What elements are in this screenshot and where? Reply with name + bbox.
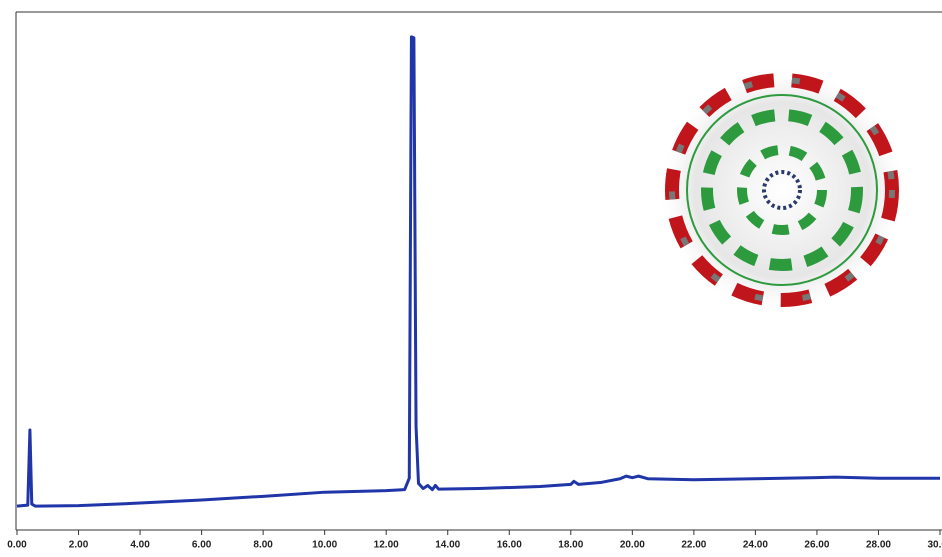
protein-structure-image <box>657 65 907 315</box>
x-tick-label: 26.00 <box>804 540 829 551</box>
x-tick-label: 14.00 <box>435 540 460 551</box>
x-tick-label: 16.00 <box>497 540 522 551</box>
chromatogram-line <box>16 35 940 508</box>
x-tick-label: 0.00 <box>7 540 27 551</box>
x-tick-label: 6.00 <box>192 540 212 551</box>
x-tick-label: 22.00 <box>681 540 706 551</box>
x-tick-label: 8.00 <box>253 540 273 551</box>
x-tick-label: 20.00 <box>620 540 645 551</box>
x-tick-label: 30.00 <box>927 540 942 551</box>
x-tick-label: 10.00 <box>312 540 337 551</box>
x-tick-label: 24.00 <box>743 540 768 551</box>
x-tick-label: 2.00 <box>69 540 89 551</box>
x-tick-label: 12.00 <box>374 540 399 551</box>
x-tick-label: 28.00 <box>866 540 891 551</box>
x-tick-label: 18.00 <box>558 540 583 551</box>
x-tick-label: 4.00 <box>130 540 150 551</box>
